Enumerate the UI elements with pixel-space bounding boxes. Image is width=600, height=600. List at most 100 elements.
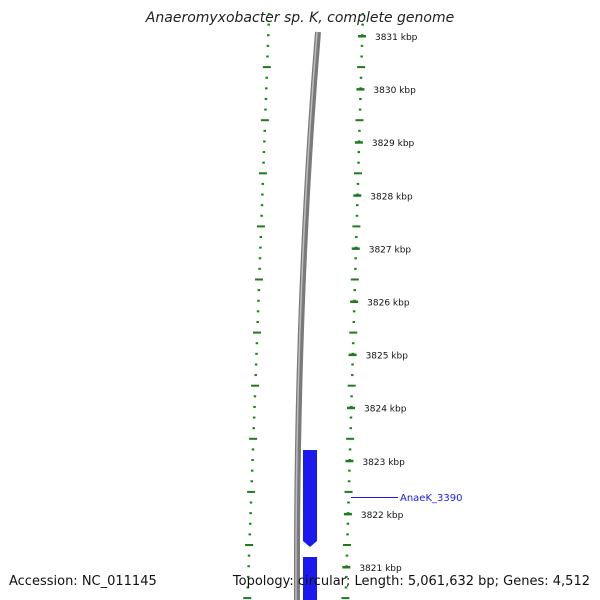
major-tick bbox=[245, 544, 254, 546]
minor-tick bbox=[259, 236, 263, 239]
minor-tick bbox=[254, 374, 257, 377]
minor-tick bbox=[356, 204, 359, 207]
minor-tick bbox=[265, 76, 268, 79]
major-tick bbox=[247, 490, 256, 493]
minor-tick bbox=[256, 310, 260, 313]
major-tick bbox=[249, 437, 258, 440]
major-tick bbox=[344, 490, 353, 493]
map-title: Anaeromyxobacter sp. K, complete genome bbox=[145, 10, 455, 26]
minor-tick bbox=[353, 289, 357, 292]
minor-tick bbox=[359, 97, 362, 100]
minor-tick bbox=[345, 575, 348, 578]
scale-label: 3828 kbp bbox=[370, 192, 413, 202]
major-tick bbox=[253, 331, 262, 334]
minor-tick bbox=[258, 267, 261, 270]
major-tick bbox=[342, 544, 351, 546]
minor-tick bbox=[246, 586, 250, 589]
scale-major-tick bbox=[347, 406, 356, 410]
minor-tick bbox=[255, 352, 258, 355]
minor-tick bbox=[357, 161, 360, 164]
minor-tick bbox=[262, 151, 266, 154]
major-tick bbox=[349, 331, 358, 334]
minor-tick bbox=[260, 214, 263, 217]
minor-tick bbox=[357, 151, 361, 154]
minor-tick bbox=[252, 416, 256, 419]
minor-tick bbox=[351, 342, 355, 345]
minor-tick bbox=[252, 427, 255, 430]
minor-tick bbox=[349, 427, 352, 430]
major-tick bbox=[357, 66, 366, 69]
scale-label: 3824 kbp bbox=[364, 405, 407, 415]
minor-tick bbox=[360, 55, 363, 58]
minor-tick bbox=[261, 193, 264, 196]
minor-tick bbox=[358, 108, 362, 111]
inner-tick-track bbox=[243, 13, 271, 600]
scale-major-tick bbox=[345, 459, 354, 463]
major-tick bbox=[353, 172, 362, 175]
major-tick bbox=[347, 384, 356, 387]
scale-major-tick bbox=[342, 566, 351, 569]
minor-tick bbox=[261, 182, 265, 185]
minor-tick bbox=[259, 246, 262, 249]
gene-label[interactable]: AnaeK_3390 bbox=[400, 493, 462, 504]
scale-major-tick bbox=[351, 247, 360, 250]
minor-tick bbox=[257, 289, 261, 292]
minor-tick bbox=[361, 23, 364, 26]
minor-tick bbox=[344, 586, 348, 589]
minor-tick bbox=[354, 257, 357, 260]
minor-tick bbox=[267, 13, 271, 15]
minor-tick bbox=[350, 374, 354, 377]
minor-tick bbox=[257, 299, 260, 302]
scale-major-tick bbox=[343, 512, 352, 516]
minor-tick bbox=[346, 522, 350, 525]
minor-tick bbox=[264, 97, 268, 100]
minor-tick bbox=[350, 395, 353, 398]
genome-backbone bbox=[293, 31, 321, 600]
minor-tick bbox=[265, 87, 268, 90]
minor-tick bbox=[347, 480, 351, 483]
scale-label: 3823 kbp bbox=[362, 458, 405, 468]
minor-tick bbox=[249, 512, 252, 515]
scale-labels: 3831 kbp 3830 kbp 3829 kbp 3828 kbp 3827 kbp… bbox=[359, 33, 417, 574]
scale-label: 3830 kbp bbox=[373, 86, 416, 96]
minor-tick bbox=[250, 480, 254, 483]
minor-tick bbox=[352, 320, 356, 323]
minor-tick bbox=[263, 140, 266, 143]
minor-tick bbox=[352, 310, 356, 313]
gene-feature[interactable] bbox=[303, 557, 317, 600]
minor-tick bbox=[266, 44, 270, 47]
minor-tick bbox=[351, 363, 354, 366]
minor-tick bbox=[264, 108, 267, 111]
minor-tick bbox=[251, 448, 255, 451]
minor-tick bbox=[348, 448, 352, 451]
minor-tick bbox=[346, 533, 349, 536]
major-tick bbox=[262, 66, 271, 69]
minor-tick bbox=[356, 182, 360, 185]
minor-tick bbox=[253, 395, 257, 398]
gene-track bbox=[303, 450, 317, 600]
minor-tick bbox=[267, 23, 270, 26]
minor-tick bbox=[359, 76, 363, 79]
minor-tick bbox=[247, 565, 250, 568]
scale-major-tick bbox=[354, 141, 363, 144]
gene-feature[interactable] bbox=[303, 450, 317, 547]
major-tick bbox=[350, 278, 359, 281]
scale-major-tick bbox=[357, 35, 366, 38]
major-tick bbox=[256, 225, 265, 228]
minor-tick bbox=[248, 522, 252, 525]
minor-tick bbox=[348, 469, 351, 472]
minor-tick bbox=[255, 342, 259, 345]
major-tick bbox=[355, 119, 364, 122]
minor-tick bbox=[262, 161, 265, 164]
minor-tick bbox=[249, 501, 253, 504]
minor-tick bbox=[267, 34, 270, 37]
major-tick bbox=[251, 384, 260, 387]
accession-text: Accession: NC_011145 bbox=[9, 574, 157, 589]
minor-tick bbox=[355, 236, 358, 239]
minor-tick bbox=[258, 257, 262, 260]
major-tick bbox=[352, 225, 361, 228]
minor-tick bbox=[354, 267, 357, 270]
minor-tick bbox=[260, 204, 264, 207]
scale-major-tick bbox=[348, 353, 357, 357]
